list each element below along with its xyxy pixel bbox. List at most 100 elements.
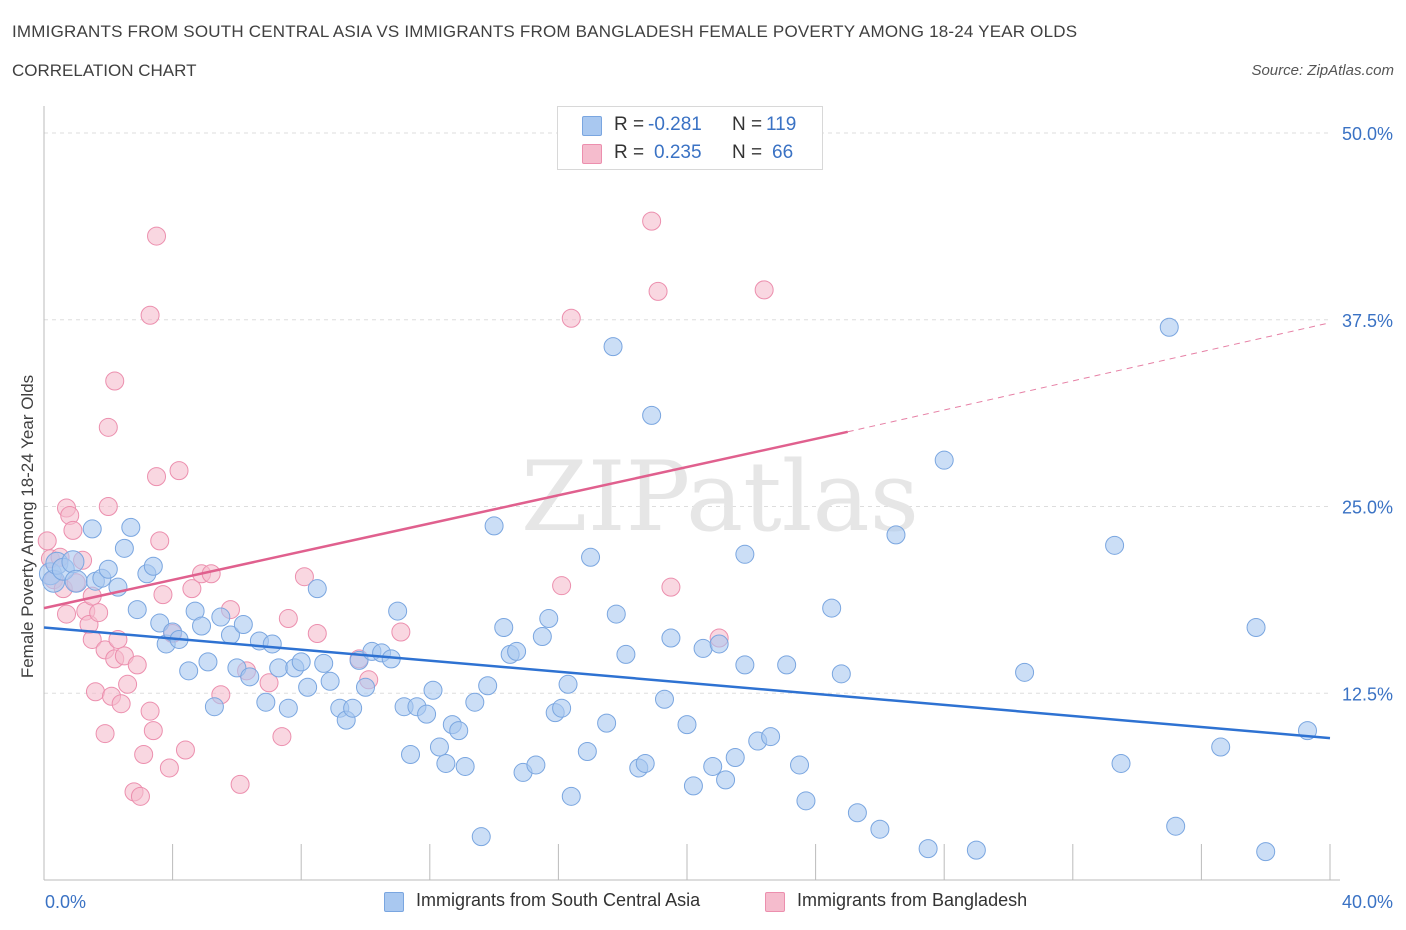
point-south-central-asia	[796, 791, 816, 811]
point-south-central-asia	[1246, 618, 1266, 638]
point-south-central-asia	[677, 715, 697, 735]
bottom-legend-label: Immigrants from South Central Asia	[416, 890, 701, 910]
point-south-central-asia	[709, 634, 729, 654]
point-south-central-asia	[179, 661, 199, 681]
point-south-central-asia	[198, 652, 218, 672]
point-bangladesh	[37, 531, 57, 551]
point-south-central-asia	[716, 770, 736, 790]
point-south-central-asia	[465, 692, 485, 712]
point-south-central-asia	[597, 713, 617, 733]
point-south-central-asia	[127, 600, 147, 620]
point-south-central-asia	[494, 618, 514, 638]
point-south-central-asia	[423, 680, 443, 700]
point-south-central-asia	[552, 698, 572, 718]
point-south-central-asia	[635, 753, 655, 773]
point-south-central-asia	[539, 609, 559, 629]
point-bangladesh	[130, 786, 150, 806]
point-bangladesh	[85, 682, 105, 702]
chart-subtitle: CORRELATION CHART	[12, 61, 197, 80]
point-south-central-asia	[298, 677, 318, 697]
point-south-central-asia	[143, 556, 163, 576]
point-south-central-asia	[683, 776, 703, 796]
point-south-central-asia	[725, 747, 745, 767]
point-south-central-asia	[693, 638, 713, 658]
point-bangladesh	[150, 531, 170, 551]
point-south-central-asia	[204, 697, 224, 717]
point-south-central-asia	[61, 550, 85, 574]
watermark: ZIPatlas	[521, 441, 919, 553]
point-bangladesh	[272, 727, 292, 747]
point-south-central-asia	[735, 544, 755, 564]
legend-r-value: 0.235	[654, 142, 702, 163]
point-south-central-asia	[240, 667, 260, 687]
point-bangladesh	[118, 674, 138, 694]
point-south-central-asia	[661, 628, 681, 648]
point-bangladesh	[642, 211, 662, 231]
point-south-central-asia	[966, 840, 986, 860]
y-tick-label: 37.5%	[1342, 311, 1393, 331]
point-south-central-asia	[934, 450, 954, 470]
point-bangladesh	[391, 622, 411, 642]
point-bangladesh	[111, 694, 131, 714]
point-bangladesh	[182, 579, 202, 599]
pink-swatch	[582, 144, 602, 164]
point-south-central-asia	[471, 827, 491, 847]
legend-r-value: -0.281	[648, 114, 702, 135]
point-south-central-asia	[507, 641, 527, 661]
point-south-central-asia	[314, 653, 334, 673]
legend-n-value: 119	[766, 114, 797, 135]
point-south-central-asia	[870, 819, 890, 839]
legend-r-label: R =	[614, 142, 645, 163]
point-bangladesh	[230, 774, 250, 794]
point-south-central-asia	[831, 664, 851, 684]
source-credit: Source: ZipAtlas.com	[1251, 62, 1394, 79]
point-south-central-asia	[847, 803, 867, 823]
x-tick-label: 0.0%	[45, 892, 86, 912]
blue-swatch	[384, 892, 404, 912]
correlation-legend: R = -0.281 N = 119 R = 0.235 N = 66	[557, 106, 823, 170]
point-south-central-asia	[82, 519, 102, 539]
point-bangladesh	[140, 701, 160, 721]
point-south-central-asia	[561, 786, 581, 806]
point-south-central-asia	[1159, 317, 1179, 337]
point-south-central-asia	[1015, 662, 1035, 682]
point-bangladesh	[754, 280, 774, 300]
point-bangladesh	[552, 576, 572, 596]
trendline-bangladesh	[43, 430, 849, 610]
legend-n-label: N =	[732, 114, 763, 135]
point-bangladesh	[661, 577, 681, 597]
point-south-central-asia	[269, 658, 289, 678]
point-bangladesh	[294, 567, 314, 587]
point-south-central-asia	[526, 755, 546, 775]
legend-n-label: N =	[732, 142, 763, 163]
point-south-central-asia	[356, 677, 375, 697]
point-bangladesh	[561, 308, 581, 328]
point-south-central-asia	[532, 626, 552, 646]
point-south-central-asia	[417, 704, 437, 724]
point-south-central-asia	[320, 671, 340, 691]
point-south-central-asia	[703, 756, 723, 776]
point-south-central-asia	[436, 753, 456, 773]
point-bangladesh	[169, 461, 189, 481]
point-south-central-asia	[484, 516, 504, 536]
point-south-central-asia	[790, 755, 810, 775]
point-south-central-asia	[211, 607, 231, 627]
point-south-central-asia	[735, 655, 755, 675]
point-bangladesh	[278, 609, 298, 629]
pink-swatch	[765, 892, 785, 912]
point-bangladesh	[98, 417, 118, 437]
point-south-central-asia	[449, 721, 469, 741]
point-south-central-asia	[455, 756, 475, 776]
point-bangladesh	[147, 467, 167, 487]
x-tick-label: 40.0%	[1342, 892, 1393, 912]
point-south-central-asia	[121, 517, 141, 537]
y-tick-label: 25.0%	[1342, 498, 1393, 518]
point-south-central-asia	[256, 692, 276, 712]
point-south-central-asia	[761, 727, 781, 747]
point-south-central-asia	[1111, 753, 1131, 773]
point-south-central-asia	[654, 689, 674, 709]
point-south-central-asia	[114, 538, 134, 558]
point-south-central-asia	[278, 698, 298, 718]
point-south-central-asia	[886, 525, 906, 545]
